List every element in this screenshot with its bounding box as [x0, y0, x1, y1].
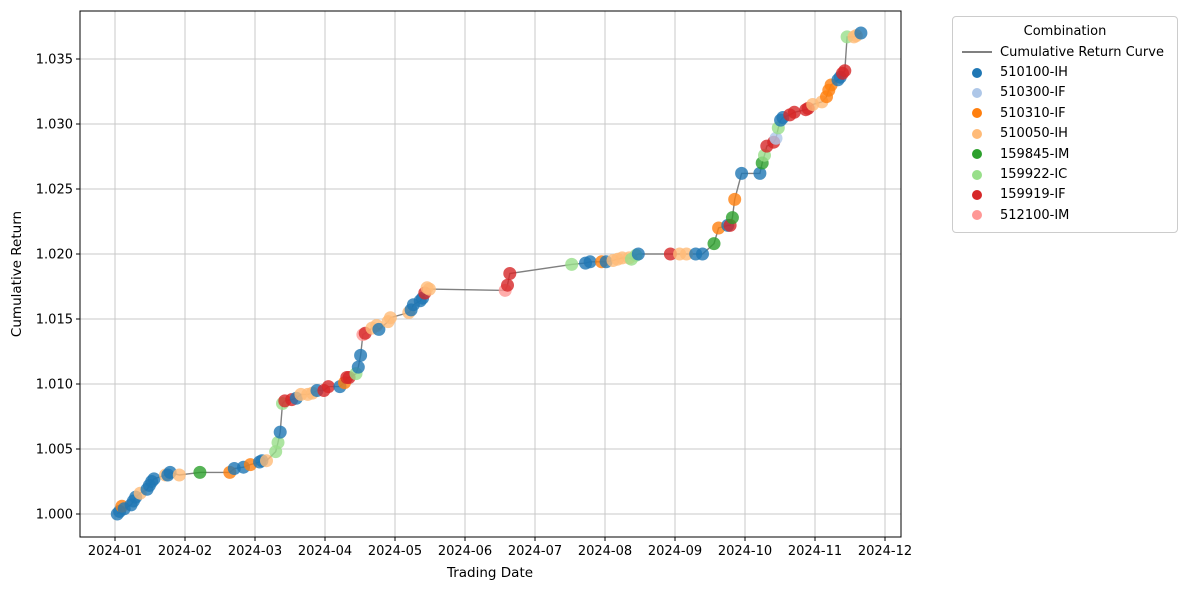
x-tick-label: 2024-12 [858, 544, 912, 559]
legend-entry-label: 512100-IM [1000, 207, 1070, 223]
x-tick-label: 2024-06 [438, 544, 492, 559]
legend-entry-label: 510300-IF [1000, 85, 1066, 101]
plot-border [79, 10, 902, 538]
legend-entry-label: 510310-IF [1000, 105, 1066, 121]
data-point-159845-IM [707, 237, 721, 251]
data-point-510050-IH [422, 282, 436, 296]
data-point-510300-IF [769, 131, 783, 145]
data-point-510100-IH [351, 360, 365, 374]
legend-title: Combination [1023, 24, 1107, 39]
legend-entry-label: 159919-IF [1000, 187, 1066, 203]
data-point-510100-IH [854, 26, 868, 40]
x-tick-label: 2024-11 [788, 544, 842, 559]
data-point-159919-IF [503, 267, 517, 280]
data-point-510050-IH [383, 311, 397, 325]
legend-entry: 510050-IH [962, 124, 1168, 144]
x-tick-label: 2024-08 [578, 544, 632, 559]
x-tick-label: 2024-03 [228, 544, 282, 559]
data-point-510100-IH [583, 255, 597, 269]
data-point-510100-IH [147, 472, 161, 486]
grid-lines [80, 11, 901, 537]
data-point-510050-IH [260, 454, 273, 468]
legend-dot-icon [962, 149, 992, 160]
legend-entry: 510100-IH [962, 62, 1168, 82]
x-tick-label: 2024-09 [648, 544, 702, 559]
legend-entry: 512100-IM [962, 205, 1168, 225]
legend-entry: 510300-IF [962, 83, 1168, 103]
x-tick-label: 2024-07 [508, 544, 562, 559]
legend-entry-label: Cumulative Return Curve [1000, 44, 1164, 60]
data-point-159919-IF [321, 380, 335, 394]
data-point-510100-IH [631, 247, 645, 261]
legend-dot-icon [962, 189, 992, 200]
x-tick-label: 2024-10 [718, 544, 772, 559]
data-point-159919-IF [663, 247, 677, 261]
cumulative-return-curve-layer [116, 32, 862, 515]
legend-dot-icon [962, 108, 992, 119]
legend-entry-label: 159922-IC [1000, 167, 1068, 183]
data-point-510100-IH [372, 322, 386, 336]
y-tick-label: 1.010 [36, 378, 73, 393]
x-tick-label: 2024-02 [158, 544, 212, 559]
data-point-510100-IH [735, 166, 749, 180]
y-tick-label: 1.005 [36, 443, 73, 458]
data-point-510050-IH [680, 247, 693, 261]
data-point-510100-IH [696, 247, 709, 261]
y-tick-label: 1.030 [36, 118, 73, 133]
y-tick-label: 1.035 [36, 53, 73, 68]
y-tick-label: 1.025 [36, 183, 73, 198]
x-tick-label: 2024-04 [298, 544, 352, 559]
axis-ticks: 2024-01 2024-02 2024-03 2024-04 2024-05 2024-… [36, 53, 912, 560]
legend-entry: 510310-IF [962, 103, 1168, 123]
legend-entry: Cumulative Return Curve [962, 42, 1168, 62]
data-point-159919-IF [787, 105, 801, 119]
legend-dot-icon [962, 67, 992, 78]
cumulative-return-curve [116, 32, 862, 515]
data-point-159922-IC [565, 257, 579, 271]
legend-entry: 159922-IC [962, 164, 1168, 184]
scatter-points-layer [110, 26, 868, 521]
y-tick-label: 1.015 [36, 313, 73, 328]
legend-dot-icon [962, 87, 992, 98]
y-axis-label: Cumulative Return [9, 211, 25, 337]
legend-entry-label: 510100-IH [1000, 65, 1068, 81]
y-tick-label: 1.000 [36, 508, 73, 523]
legend-entry: 159845-IM [962, 144, 1168, 164]
data-point-510100-IH [354, 348, 368, 362]
legend: Combination Cumulative Return Curve 51010… [952, 16, 1178, 233]
legend-dot-icon [962, 128, 992, 139]
data-point-159845-IM [193, 465, 207, 479]
legend-entries: Cumulative Return Curve 510100-IH 510300-I… [962, 42, 1168, 226]
x-tick-label: 2024-05 [368, 544, 422, 559]
data-point-510100-IH [753, 166, 767, 180]
data-point-510100-IH [273, 425, 287, 439]
data-point-159845-IM [725, 211, 739, 225]
data-point-510050-IH [172, 468, 186, 482]
data-point-159919-IF [838, 64, 852, 78]
data-point-159922-IC [271, 436, 285, 449]
legend-entry: 159919-IF [962, 185, 1168, 205]
data-point-510310-IF [728, 192, 742, 206]
data-point-159919-IF [501, 278, 514, 292]
legend-entry-label: 510050-IH [1000, 126, 1068, 142]
x-tick-label: 2024-01 [88, 544, 142, 559]
y-tick-label: 1.020 [36, 248, 73, 263]
legend-entry-label: 159845-IM [1000, 146, 1070, 162]
legend-dot-icon [962, 169, 992, 180]
legend-dot-icon [962, 210, 992, 221]
x-axis-label: Trading Date [446, 565, 533, 581]
legend-line-sample-icon [962, 51, 992, 54]
